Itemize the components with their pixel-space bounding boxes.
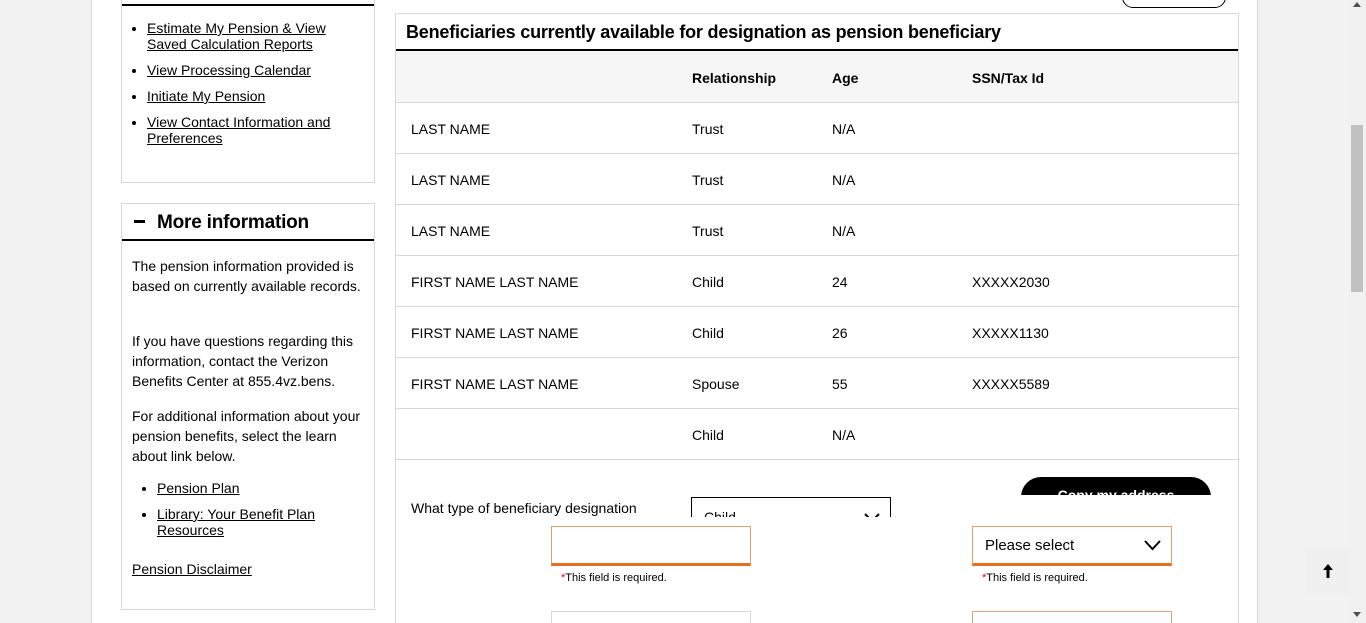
quick-links-list: Estimate My Pension & View Saved Calcula…: [147, 20, 357, 156]
estimate-pension-link[interactable]: Estimate My Pension & View Saved Calcula…: [147, 20, 326, 52]
beneficiary-name: FIRST NAME LAST NAME: [411, 376, 579, 392]
beneficiary-relationship: Trust: [692, 172, 724, 188]
scroll-down-icon[interactable]: [1353, 612, 1361, 617]
beneficiary-name: LAST NAME: [411, 223, 491, 239]
chevron-down-icon: [864, 513, 880, 517]
quick-links-panel: Estimate My Pension & View Saved Calcula…: [121, 0, 375, 183]
designation-select-value: Child: [704, 509, 736, 517]
dropdown-value: Please select: [985, 537, 1075, 554]
beneficiary-ssn: XXXXX5589: [972, 376, 1050, 392]
beneficiary-name: LAST NAME: [411, 172, 491, 188]
more-info-title: More information: [157, 212, 309, 233]
beneficiary-name: FIRST NAME LAST NAME: [411, 325, 579, 341]
list-item: View Processing Calendar: [147, 62, 357, 78]
designation-select[interactable]: Child: [691, 497, 891, 517]
list-item: Library: Your Benefit Plan Resources: [157, 506, 357, 538]
column-header-age: Age: [832, 70, 859, 86]
copy-address-button[interactable]: Copy my address: [1021, 477, 1211, 495]
designation-question: What type of beneficiary designation: [411, 500, 637, 516]
table-row: FIRST NAME LAST NAME Child 26 XXXXX1130: [396, 307, 1238, 358]
dropdown-field[interactable]: [972, 611, 1172, 623]
title-divider: [396, 49, 1238, 51]
beneficiary-relationship: Trust: [692, 223, 724, 239]
beneficiary-relationship: Spouse: [692, 376, 740, 392]
required-message: *This field is required.: [561, 572, 667, 584]
beneficiary-age: 26: [832, 325, 848, 341]
beneficiary-age: N/A: [832, 223, 856, 239]
beneficiary-relationship: Child: [692, 325, 724, 341]
header-button[interactable]: [1122, 0, 1226, 8]
table-row: FIRST NAME LAST NAME Child 24 XXXXX2030: [396, 256, 1238, 307]
table-row: LAST NAME Trust N/A: [396, 103, 1238, 154]
more-info-header[interactable]: More information: [122, 204, 374, 241]
list-item: View Contact Information and Preferences: [147, 114, 357, 146]
panel-divider: [122, 4, 374, 6]
table-header: Relationship Age SSN/Tax Id: [396, 51, 1238, 103]
more-info-panel: More information The pension information…: [121, 203, 375, 610]
copy-address-label: Copy my address: [1021, 477, 1211, 495]
content-sheet: [91, 0, 1258, 623]
library-link[interactable]: Library: Your Benefit Plan Resources: [157, 506, 315, 538]
required-text: This field is required.: [565, 572, 667, 584]
text-field[interactable]: [551, 611, 751, 623]
pension-plan-link[interactable]: Pension Plan: [157, 480, 240, 496]
scroll-up-icon[interactable]: [1353, 2, 1361, 7]
required-text: This field is required.: [986, 572, 1088, 584]
table-row: FIRST NAME LAST NAME Spouse 55 XXXXX5589: [396, 358, 1238, 409]
arrow-up-icon: [1323, 564, 1333, 578]
table-row: LAST NAME Trust N/A: [396, 154, 1238, 205]
beneficiary-age: N/A: [832, 172, 856, 188]
beneficiary-relationship: Child: [692, 274, 724, 290]
beneficiaries-title: Beneficiaries currently available for de…: [406, 22, 1001, 42]
info-paragraph: The pension information provided is base…: [132, 258, 361, 294]
column-header-relationship: Relationship: [692, 70, 777, 86]
beneficiary-age: 55: [832, 376, 848, 392]
learn-more-links: Pension Plan Library: Your Benefit Plan …: [157, 480, 357, 548]
collapse-icon[interactable]: [134, 220, 145, 223]
list-item: Pension Plan: [157, 480, 357, 496]
designation-select-box[interactable]: Child: [691, 497, 891, 517]
scroll-thumb[interactable]: [1351, 125, 1363, 292]
required-star: *: [561, 572, 566, 584]
beneficiary-relationship: Child: [692, 427, 724, 443]
processing-calendar-link[interactable]: View Processing Calendar: [147, 62, 311, 78]
beneficiary-name: FIRST NAME LAST NAME: [411, 274, 579, 290]
info-paragraph: If you have questions regarding this inf…: [132, 333, 354, 389]
vertical-scrollbar[interactable]: [1349, 0, 1366, 623]
initiate-pension-link[interactable]: Initiate My Pension: [147, 88, 266, 104]
table-row: LAST NAME Trust N/A: [396, 205, 1238, 256]
beneficiary-relationship: Trust: [692, 121, 724, 137]
list-item: Initiate My Pension: [147, 88, 357, 104]
pension-disclaimer-link[interactable]: Pension Disclaimer: [132, 561, 252, 577]
back-to-top-button[interactable]: [1306, 548, 1350, 594]
required-message: *This field is required.: [982, 572, 1088, 584]
text-field[interactable]: [551, 526, 751, 566]
text-input[interactable]: [552, 527, 750, 563]
beneficiaries-panel: Beneficiaries currently available for de…: [395, 13, 1239, 623]
beneficiary-age: N/A: [832, 427, 856, 443]
beneficiary-ssn: XXXXX1130: [972, 325, 1049, 341]
table-row: Child N/A: [396, 409, 1238, 460]
beneficiary-name: LAST NAME: [411, 121, 491, 137]
beneficiary-ssn: XXXXX2030: [972, 274, 1050, 290]
beneficiary-age: N/A: [832, 121, 856, 137]
chevron-down-icon: [1144, 540, 1161, 551]
required-star: *: [982, 572, 987, 584]
column-header-ssn: SSN/Tax Id: [972, 70, 1045, 86]
list-item: Estimate My Pension & View Saved Calcula…: [147, 20, 357, 52]
please-select-dropdown[interactable]: Please select: [972, 526, 1172, 566]
contact-info-link[interactable]: View Contact Information and Preferences: [147, 114, 331, 146]
beneficiary-age: 24: [832, 274, 848, 290]
info-paragraph: For additional information about your pe…: [132, 408, 361, 464]
